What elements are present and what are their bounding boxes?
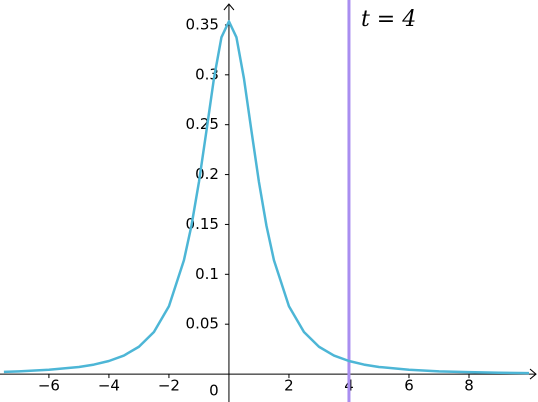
x-tick-label: 2 [284,377,294,395]
y-tick-label: 0.25 [186,115,219,133]
x-tick-label: 8 [464,377,474,395]
y-axis-arrow [223,3,235,11]
y-tick-label: 0.05 [186,315,219,333]
x-tick-label: −4 [98,377,120,395]
x-tick-label: −6 [38,377,60,395]
x-axis-arrow [529,368,537,380]
x-tick-label: −2 [158,377,180,395]
y-tick-label: 0.1 [195,265,219,283]
x-tick-label: 0 [209,382,219,400]
y-tick-label: 0.35 [186,15,219,33]
y-tick-label: 0.15 [186,215,219,233]
x-tick-label: 6 [404,377,414,395]
vertical-line-label: t = 4 [361,7,416,32]
curve [3,20,530,375]
